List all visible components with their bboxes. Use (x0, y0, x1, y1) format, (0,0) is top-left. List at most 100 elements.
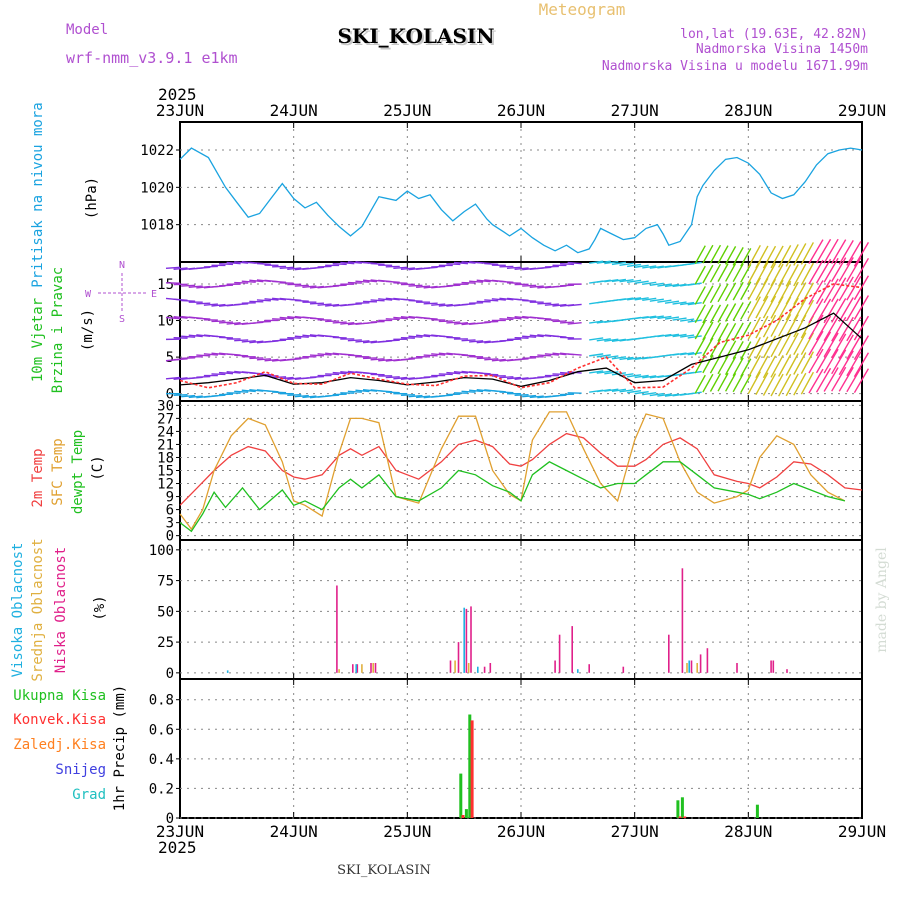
wind-barb (604, 388, 619, 392)
wind-barb (347, 261, 362, 264)
wind-barb (838, 297, 854, 322)
cloud-ytick-label: 25 (157, 635, 174, 651)
wind-barb (491, 358, 506, 362)
wind-barb (234, 303, 249, 306)
wind-barb (446, 263, 461, 266)
wind-barb (770, 314, 784, 337)
cloud-bar-visoka-oblacnost (477, 666, 479, 673)
wind-barb (415, 395, 431, 399)
temperature-ytick-label: 27 (157, 411, 174, 427)
precip-legend-graupel: Grad (72, 787, 106, 803)
wind-barb (724, 356, 737, 376)
wind-barb (249, 279, 264, 283)
wind-barb (188, 334, 203, 338)
wind-barb (604, 338, 619, 342)
wind-barb (453, 370, 469, 374)
wind-barb (355, 389, 370, 393)
cloud-bar-niska-oblacnost (470, 606, 472, 673)
wind-barb (838, 350, 854, 376)
wind-barb (664, 283, 680, 288)
wind-barb (309, 375, 325, 378)
cloud-bar-srednja-oblacnost (361, 664, 363, 673)
wind-barb (778, 333, 792, 357)
wind-barb (626, 297, 642, 301)
wind-barb (211, 352, 226, 356)
wind-barb (234, 339, 249, 342)
wind-barb (567, 303, 582, 307)
wind-barb (596, 260, 611, 264)
model-name: wrf-nmm_v3.9.1 e1km (66, 49, 238, 67)
wind-barb (778, 313, 792, 337)
wind-barb (287, 316, 302, 319)
wind-barb (279, 316, 294, 320)
cloud-bar-niska-oblacnost (772, 660, 775, 673)
cloud-bar-niska-oblacnost (588, 664, 590, 673)
compass-west: W (85, 289, 92, 300)
wind-barb (256, 299, 271, 302)
wind-barb (642, 297, 657, 302)
wind-barb (724, 303, 737, 322)
wind-barb (619, 262, 634, 267)
wind-barb (438, 352, 453, 356)
wind-barb (552, 352, 567, 356)
cloud-bar-visoka-oblacnost (226, 670, 229, 673)
wind-barb (694, 320, 706, 340)
wind-barb (709, 263, 722, 283)
wind-barb (309, 354, 325, 357)
temperature-series-dewpt-temp (179, 461, 846, 533)
wind-barb (793, 372, 807, 396)
wind-barb (355, 340, 370, 343)
wind-barb (347, 303, 362, 306)
wind-barb (559, 321, 575, 324)
wind-barb (724, 263, 737, 282)
cloud-bar-srednja-oblacnost (467, 663, 470, 673)
wind-barb (438, 373, 453, 376)
bottom-date-labels: 23JUN 24JUN 25JUN 26JUN 27JUN 28JUN 29JUN (156, 822, 886, 841)
wind-legend-2: Brzina i Pravac (50, 267, 66, 393)
wind-barb (687, 282, 702, 286)
wind-barb (596, 354, 611, 358)
wind-barb (522, 335, 537, 338)
wind-barb (537, 375, 552, 378)
wind-barb (762, 245, 777, 269)
top-date-label: 27JUN (611, 101, 659, 120)
wind-barb (755, 295, 769, 319)
wind-barb (537, 317, 552, 320)
wind-barb (604, 278, 619, 283)
wind-barb (664, 393, 680, 397)
precip-bar-ukupna-kisa (676, 800, 680, 818)
wind-barb (815, 348, 832, 374)
wind-barb (611, 356, 627, 360)
wind-barb (649, 392, 664, 397)
wind-barb (332, 371, 347, 375)
wind-barb (499, 376, 514, 379)
wind-barb (724, 372, 737, 392)
wind-barb (770, 354, 784, 378)
wind-barb (362, 340, 378, 344)
wind-barb (778, 245, 792, 268)
wind-barb (461, 339, 476, 342)
precip-legend-conv: Konvek.Kisa (13, 712, 106, 728)
wind-barb (611, 372, 627, 376)
wind-barb (514, 377, 529, 381)
wind-barb (755, 355, 769, 379)
wind-barb (219, 263, 234, 266)
wind-barb (370, 358, 385, 361)
wind-barb (317, 353, 332, 356)
cloud-bar-niska-oblacnost (571, 626, 573, 673)
wind-barb (740, 301, 752, 320)
wind-barb (846, 241, 862, 266)
wind-barb (724, 340, 737, 360)
wind-barb (287, 358, 302, 361)
wind-barb (446, 321, 461, 324)
wind-barb (709, 338, 722, 358)
wind-barb (560, 263, 575, 266)
wind-barb (226, 261, 241, 265)
precip-bar-ukupna-kisa (468, 714, 472, 818)
wind-barb (347, 339, 362, 342)
wind-barb (529, 334, 544, 338)
wind-barb (461, 261, 476, 264)
wind-barb (747, 277, 761, 301)
wind-barb (702, 373, 714, 393)
wind-barb (272, 280, 287, 284)
